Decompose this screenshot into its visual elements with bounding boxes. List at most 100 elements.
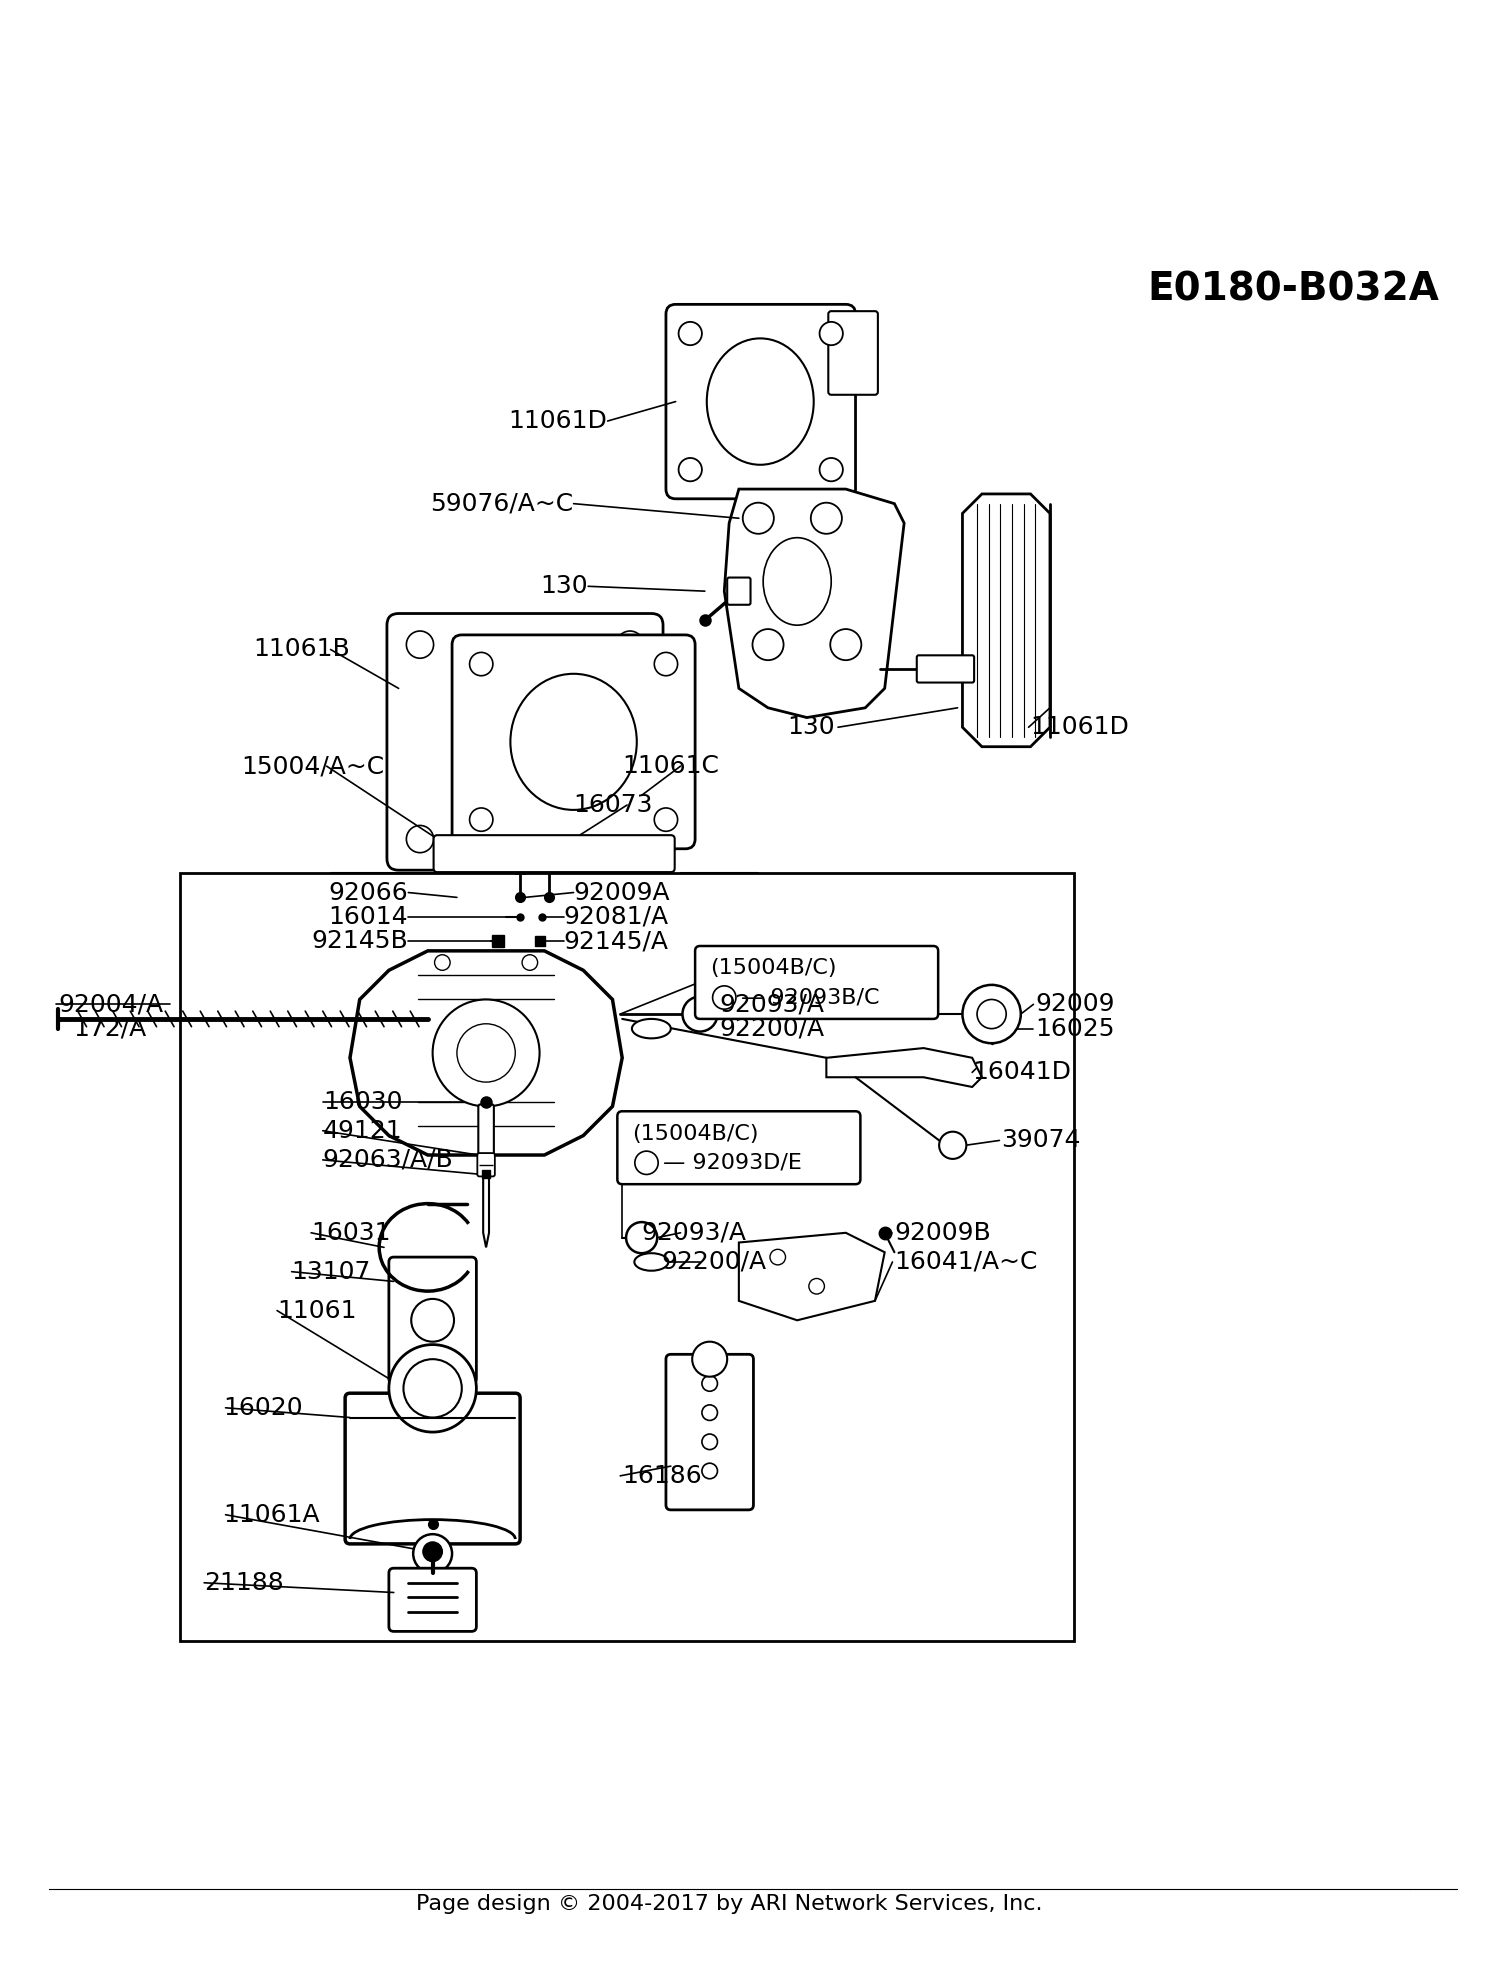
Circle shape (770, 1250, 786, 1265)
FancyBboxPatch shape (387, 614, 663, 871)
Text: 11061C: 11061C (622, 753, 718, 779)
Text: — 92093D/E: — 92093D/E (663, 1154, 802, 1173)
Circle shape (470, 653, 494, 675)
FancyBboxPatch shape (452, 636, 694, 850)
FancyBboxPatch shape (345, 1393, 520, 1544)
Ellipse shape (764, 538, 831, 626)
Text: (15004B/C): (15004B/C) (632, 1124, 759, 1144)
Text: 92145B: 92145B (312, 930, 408, 954)
Circle shape (682, 997, 717, 1032)
Text: 15004/A~C: 15004/A~C (242, 753, 384, 779)
Circle shape (423, 1542, 442, 1562)
Circle shape (678, 457, 702, 481)
Text: 92093/A: 92093/A (642, 1220, 747, 1244)
Text: 39074: 39074 (1002, 1128, 1082, 1152)
Circle shape (411, 1299, 454, 1342)
Polygon shape (963, 494, 1050, 748)
Text: 21188: 21188 (204, 1572, 284, 1595)
Circle shape (702, 1464, 717, 1479)
Circle shape (616, 632, 644, 657)
Text: 16014: 16014 (328, 904, 408, 928)
Circle shape (702, 1375, 717, 1391)
Ellipse shape (634, 1254, 669, 1271)
Circle shape (976, 999, 1006, 1028)
FancyBboxPatch shape (433, 836, 675, 873)
Text: 92063/A/B: 92063/A/B (322, 1148, 453, 1171)
Text: 92200/A: 92200/A (662, 1250, 766, 1273)
Circle shape (424, 1546, 441, 1562)
Text: E0180-B032A: E0180-B032A (1148, 271, 1438, 308)
Text: 92066: 92066 (328, 881, 408, 904)
Text: 11061D: 11061D (509, 408, 608, 434)
Text: 16030: 16030 (322, 1089, 402, 1114)
Circle shape (753, 630, 783, 659)
Circle shape (458, 1024, 516, 1083)
Text: 92200/A: 92200/A (720, 1016, 825, 1040)
FancyBboxPatch shape (618, 1110, 861, 1185)
Circle shape (702, 1434, 717, 1450)
Circle shape (654, 653, 678, 675)
Ellipse shape (632, 1018, 670, 1038)
Circle shape (963, 985, 1022, 1044)
Text: — 92093B/C: — 92093B/C (741, 987, 879, 1008)
Text: 16031: 16031 (310, 1220, 390, 1244)
Text: 11061D: 11061D (1030, 716, 1130, 740)
Circle shape (808, 1279, 825, 1295)
Circle shape (702, 1405, 717, 1420)
Circle shape (435, 955, 450, 971)
Text: 130: 130 (788, 716, 836, 740)
Text: 16073: 16073 (573, 793, 652, 816)
Circle shape (413, 1534, 452, 1574)
Circle shape (692, 1342, 728, 1377)
Text: 92009: 92009 (1035, 993, 1114, 1016)
Text: (15004B/C): (15004B/C) (710, 957, 836, 979)
Circle shape (616, 826, 644, 853)
Circle shape (406, 632, 433, 657)
Text: 92004/A: 92004/A (58, 993, 164, 1016)
FancyBboxPatch shape (666, 1354, 753, 1511)
Text: 16025: 16025 (1035, 1016, 1114, 1040)
Text: 92081/A: 92081/A (564, 904, 669, 928)
Polygon shape (350, 952, 622, 1156)
Circle shape (712, 985, 736, 1008)
Ellipse shape (706, 337, 813, 465)
Text: 49121: 49121 (322, 1118, 402, 1142)
FancyBboxPatch shape (478, 1105, 494, 1158)
FancyBboxPatch shape (728, 577, 750, 604)
Text: 11061A: 11061A (224, 1503, 320, 1526)
Ellipse shape (510, 673, 638, 810)
Bar (180, 873, 1074, 1640)
Circle shape (522, 955, 537, 971)
Text: 16186: 16186 (622, 1464, 702, 1487)
FancyBboxPatch shape (916, 655, 974, 683)
Text: 92093/A: 92093/A (720, 993, 825, 1016)
Circle shape (654, 808, 678, 832)
FancyBboxPatch shape (828, 312, 878, 394)
FancyBboxPatch shape (666, 304, 855, 498)
Text: 92009B: 92009B (894, 1220, 992, 1244)
Circle shape (742, 502, 774, 534)
Circle shape (830, 630, 861, 659)
Polygon shape (827, 1048, 983, 1087)
FancyBboxPatch shape (477, 1154, 495, 1177)
Polygon shape (740, 1232, 885, 1320)
Circle shape (939, 1132, 966, 1160)
Polygon shape (724, 489, 904, 718)
Text: 11061: 11061 (278, 1299, 357, 1322)
Circle shape (812, 502, 842, 534)
Text: ARI: ARI (512, 961, 1044, 1232)
Text: 16020: 16020 (224, 1395, 303, 1420)
Text: 130: 130 (540, 575, 588, 598)
Text: 92009A: 92009A (573, 881, 670, 904)
Polygon shape (483, 1175, 489, 1248)
Circle shape (432, 999, 540, 1107)
Circle shape (388, 1344, 477, 1432)
Text: 13107: 13107 (291, 1260, 370, 1283)
Ellipse shape (452, 663, 598, 820)
Text: 16041/A~C: 16041/A~C (894, 1250, 1038, 1273)
Circle shape (406, 826, 433, 853)
FancyBboxPatch shape (388, 1568, 477, 1630)
Text: 92145/A: 92145/A (564, 930, 669, 954)
Circle shape (819, 322, 843, 345)
Text: 11061B: 11061B (254, 638, 350, 661)
